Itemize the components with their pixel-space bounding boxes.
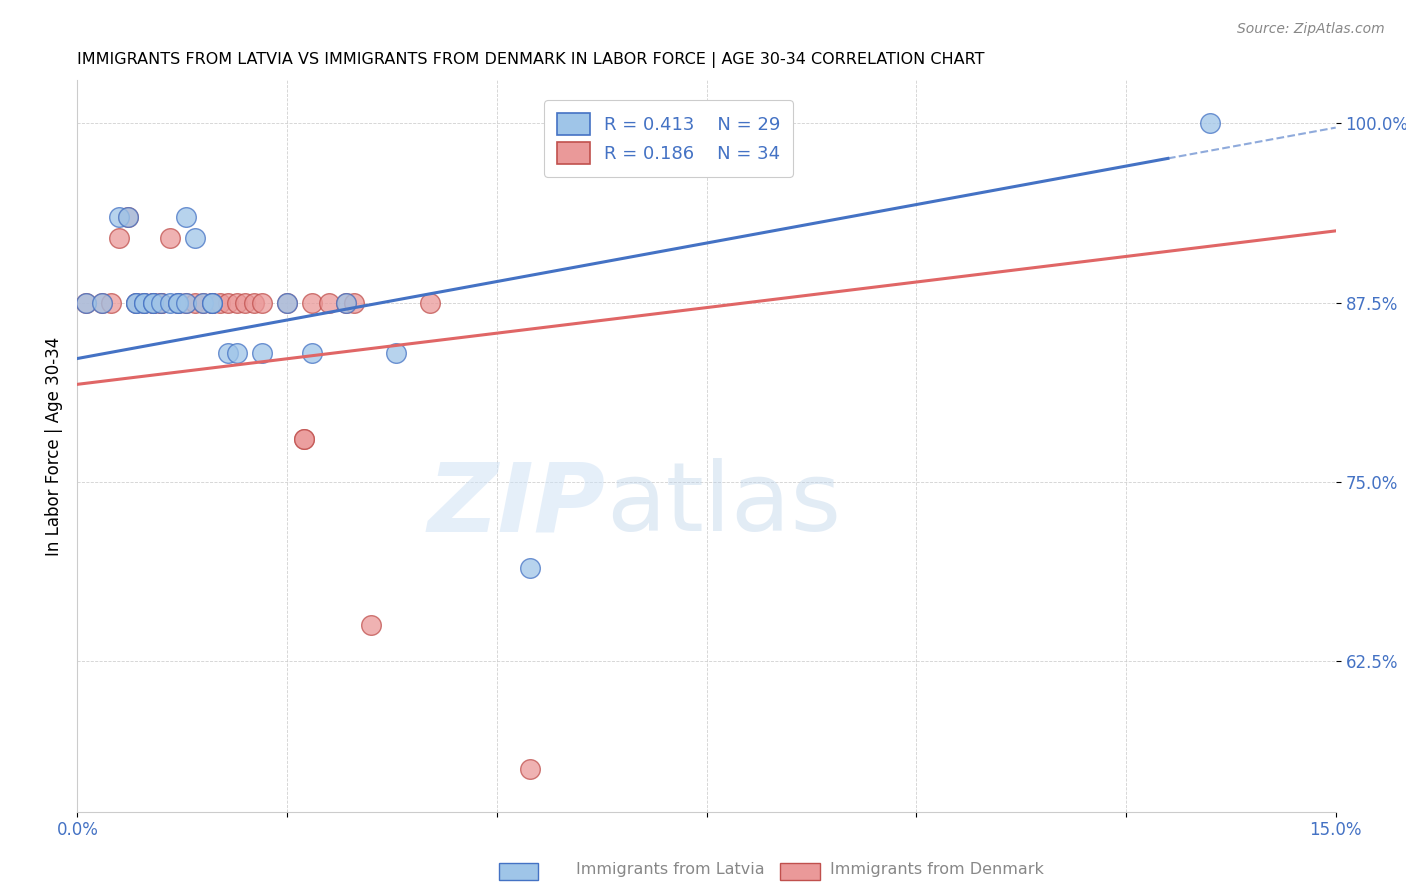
Point xyxy=(117,210,139,224)
Point xyxy=(276,295,298,310)
Point xyxy=(167,295,190,310)
Point xyxy=(318,295,340,310)
Point xyxy=(233,295,256,310)
Point xyxy=(142,295,165,310)
Point xyxy=(225,345,247,359)
Point xyxy=(167,295,190,310)
Point xyxy=(301,345,323,359)
Point xyxy=(250,295,273,310)
Y-axis label: In Labor Force | Age 30-34: In Labor Force | Age 30-34 xyxy=(45,336,63,556)
Point xyxy=(167,295,190,310)
Text: ZIP: ZIP xyxy=(427,458,606,551)
Point xyxy=(217,295,239,310)
Point xyxy=(184,231,207,245)
Point xyxy=(225,295,247,310)
Point xyxy=(150,295,173,310)
Point xyxy=(91,295,114,310)
Point xyxy=(176,210,198,224)
Point xyxy=(385,345,408,359)
Point xyxy=(191,295,215,310)
Text: IMMIGRANTS FROM LATVIA VS IMMIGRANTS FROM DENMARK IN LABOR FORCE | AGE 30-34 COR: IMMIGRANTS FROM LATVIA VS IMMIGRANTS FRO… xyxy=(77,52,984,68)
Point xyxy=(150,295,173,310)
Point xyxy=(75,295,97,310)
Point xyxy=(108,210,131,224)
Text: atlas: atlas xyxy=(606,458,841,551)
Point xyxy=(125,295,148,310)
Point xyxy=(519,561,541,575)
Point xyxy=(360,618,382,632)
Point xyxy=(134,295,156,310)
Point xyxy=(75,295,97,310)
Point xyxy=(292,432,315,446)
Point xyxy=(191,295,215,310)
Point xyxy=(159,295,181,310)
Point xyxy=(134,295,156,310)
Point xyxy=(176,295,198,310)
Point xyxy=(176,295,198,310)
Point xyxy=(292,432,315,446)
Point xyxy=(150,295,173,310)
Point xyxy=(142,295,165,310)
Point xyxy=(335,295,357,310)
Point xyxy=(125,295,148,310)
Point xyxy=(117,210,139,224)
Point xyxy=(142,295,165,310)
Point xyxy=(276,295,298,310)
Point xyxy=(217,345,239,359)
Point xyxy=(142,295,165,310)
Point xyxy=(419,295,441,310)
Point xyxy=(301,295,323,310)
Point xyxy=(200,295,222,310)
Point xyxy=(200,295,222,310)
Point xyxy=(343,295,366,310)
Point xyxy=(1199,116,1222,130)
Point xyxy=(91,295,114,310)
Point xyxy=(519,762,541,776)
Point xyxy=(200,295,222,310)
Text: Source: ZipAtlas.com: Source: ZipAtlas.com xyxy=(1237,22,1385,37)
Legend: R = 0.413    N = 29, R = 0.186    N = 34: R = 0.413 N = 29, R = 0.186 N = 34 xyxy=(544,100,793,177)
Point xyxy=(208,295,231,310)
Point xyxy=(134,295,156,310)
Point xyxy=(159,231,181,245)
Point xyxy=(242,295,264,310)
Point xyxy=(100,295,122,310)
Point xyxy=(335,295,357,310)
Text: Immigrants from Denmark: Immigrants from Denmark xyxy=(830,863,1043,877)
Point xyxy=(184,295,207,310)
Point xyxy=(125,295,148,310)
Point xyxy=(250,345,273,359)
Text: Immigrants from Latvia: Immigrants from Latvia xyxy=(576,863,765,877)
Point xyxy=(108,231,131,245)
Point xyxy=(200,295,222,310)
